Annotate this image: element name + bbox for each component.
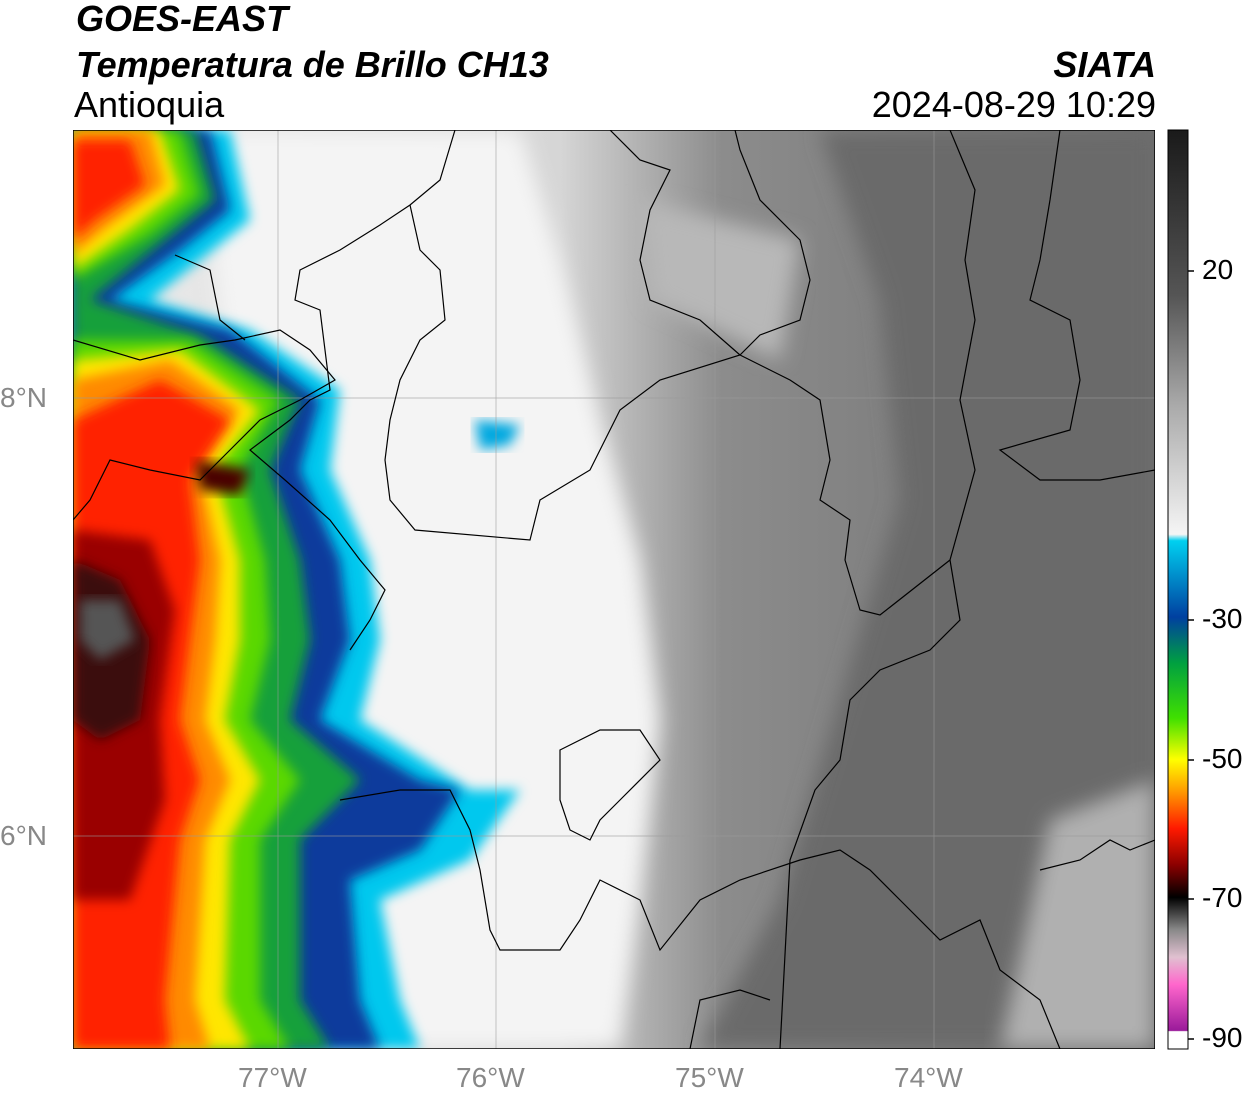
- colorbar-tick-label: -90: [1202, 1022, 1242, 1054]
- lon-tick-label: 74°W: [894, 1062, 963, 1094]
- lon-tick-label: 77°W: [238, 1062, 307, 1094]
- brightness-temperature-field: [73, 130, 1155, 1049]
- colorbar-tick-label: 20: [1202, 254, 1233, 286]
- lat-tick-label: 8°N: [0, 382, 47, 414]
- colorbar-tick-label: -70: [1202, 882, 1242, 914]
- colorbar-tick-label: -30: [1202, 603, 1242, 635]
- lon-tick-label: 76°W: [456, 1062, 525, 1094]
- lon-tick-label: 75°W: [675, 1062, 744, 1094]
- colorbar-tick-label: -50: [1202, 743, 1242, 775]
- colorbar: [1168, 130, 1188, 1049]
- lat-tick-label: 6°N: [0, 820, 47, 852]
